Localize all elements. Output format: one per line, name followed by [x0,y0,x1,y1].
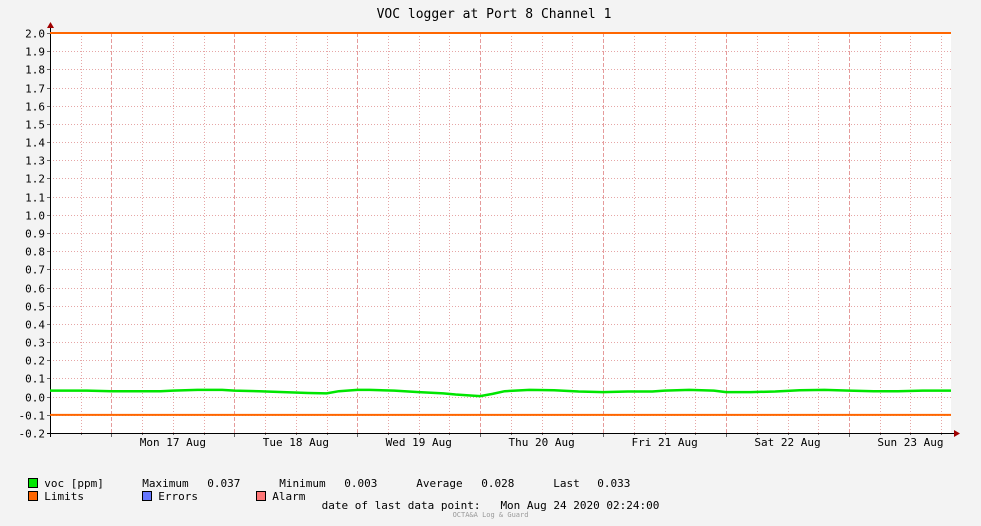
y-tick-label: 1.0 [25,210,45,223]
voc-series-line [50,388,951,398]
average-value: 0.028 [481,477,515,490]
minimum-label: Minimum [279,477,326,490]
x-tick-label: Fri 21 Aug [631,436,697,449]
last-data-point-date: Mon Aug 24 2020 02:24:00 [500,499,660,512]
y-tick-label: 1.4 [25,137,45,150]
y-tick-label: 1.1 [25,192,45,205]
last-label: Last [553,477,580,490]
voc-swatch [28,478,39,488]
y-tick-label: 1.8 [25,64,45,77]
credit-watermark: OCTA&A Log & Guard [452,511,529,519]
legend-limits-row: Limits Errors Alarm [15,476,305,503]
y-tick-label: 1.5 [25,119,45,132]
last-value: 0.033 [597,477,631,490]
y-tick-label: 1.7 [25,83,45,96]
legend-voc-row: voc [ppm] Maximum 0.037 Minimum 0.003 Average… [15,463,630,490]
plot-area: 2.0 1.9 1.8 1.7 1.6 1.5 1.4 1.3 1.2 1.1 1.0 0.9 0.8 0… [19,22,960,449]
y-tick-label: 2.0 [25,28,45,41]
alarm-legend-label: Alarm [272,490,306,503]
limits-swatch [28,491,39,501]
x-tick-label: Wed 19 Aug [386,436,452,449]
y-tick-label: 0.0 [25,392,45,405]
last-data-point-label: date of last data point: [321,499,481,512]
y-tick-label: -0.1 [19,410,46,423]
maximum-label: Maximum [142,477,189,490]
limits-legend-label: Limits [44,490,84,503]
y-tick-label: 1.9 [25,46,45,59]
average-label: Average [416,477,463,490]
x-tick-label: Mon 17 Aug [140,436,206,449]
y-axis-arrow [47,22,54,28]
alarm-swatch [256,491,267,501]
y-tick-label: 0.3 [25,337,45,350]
maximum-value: 0.037 [207,477,241,490]
chart-title: VOC logger at Port 8 Channel 1 [377,7,612,22]
y-tick-label: 0.7 [25,264,45,277]
y-tick-label: 0.2 [25,355,45,368]
y-tick-label: 1.3 [25,155,45,168]
x-tick-label: Tue 18 Aug [263,436,329,449]
y-tick-label: 0.1 [25,373,45,386]
x-axis-arrow [954,430,960,437]
y-tick-label: 0.4 [25,319,45,332]
errors-legend-label: Errors [158,490,198,503]
voc-legend-label: voc [ppm] [44,477,104,490]
errors-swatch [142,491,153,501]
minimum-value: 0.003 [344,477,378,490]
last-data-point-line: date of last data point: Mon Aug 24 2020… [0,499,981,512]
x-tick-label: Sat 22 Aug [754,436,820,449]
y-tick-label: 0.6 [25,283,45,296]
y-tick-label: 0.8 [25,246,45,259]
y-tick-label: -0.2 [19,428,46,441]
x-tick-label: Thu 20 Aug [509,436,575,449]
y-tick-label: 0.9 [25,228,45,241]
y-tick-label: 1.2 [25,173,45,186]
y-tick-label: 0.5 [25,301,45,314]
y-tick-label: 1.6 [25,101,45,114]
x-tick-label: Sun 23 Aug [877,436,943,449]
